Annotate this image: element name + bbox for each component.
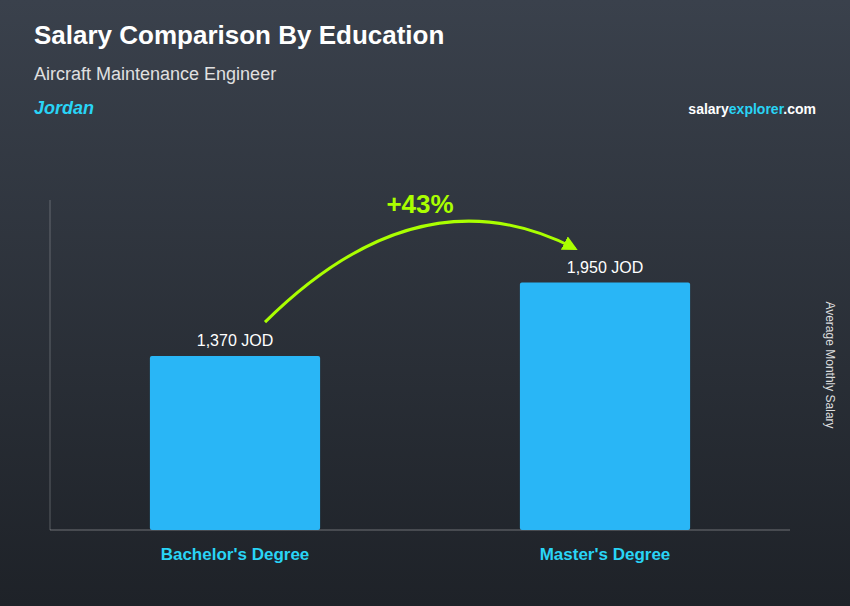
data-label: 1,370 JOD xyxy=(197,332,273,349)
y-axis-line xyxy=(50,200,51,530)
title: Salary Comparison By Education xyxy=(34,20,444,50)
country: Jordan xyxy=(34,98,94,118)
bar xyxy=(150,356,320,530)
watermark: salaryexplorer.com xyxy=(688,101,816,117)
x-tick-label: Bachelor's Degree xyxy=(161,545,310,564)
y-axis-label: Average Monthly Salary xyxy=(823,301,837,428)
watermark-part: .com xyxy=(783,101,816,117)
background xyxy=(0,0,850,606)
data-label: 1,950 JOD xyxy=(567,259,643,276)
change-arrow xyxy=(265,221,575,322)
chart: Salary Comparison By Education Aircraft M… xyxy=(0,0,850,606)
x-tick-label: Master's Degree xyxy=(540,545,671,564)
percent-change: +43% xyxy=(386,189,453,219)
bar xyxy=(520,283,690,531)
subtitle: Aircraft Maintenance Engineer xyxy=(34,64,276,84)
bars xyxy=(150,283,690,531)
watermark-part: salary xyxy=(688,101,729,117)
watermark-part: explorer xyxy=(729,101,785,117)
